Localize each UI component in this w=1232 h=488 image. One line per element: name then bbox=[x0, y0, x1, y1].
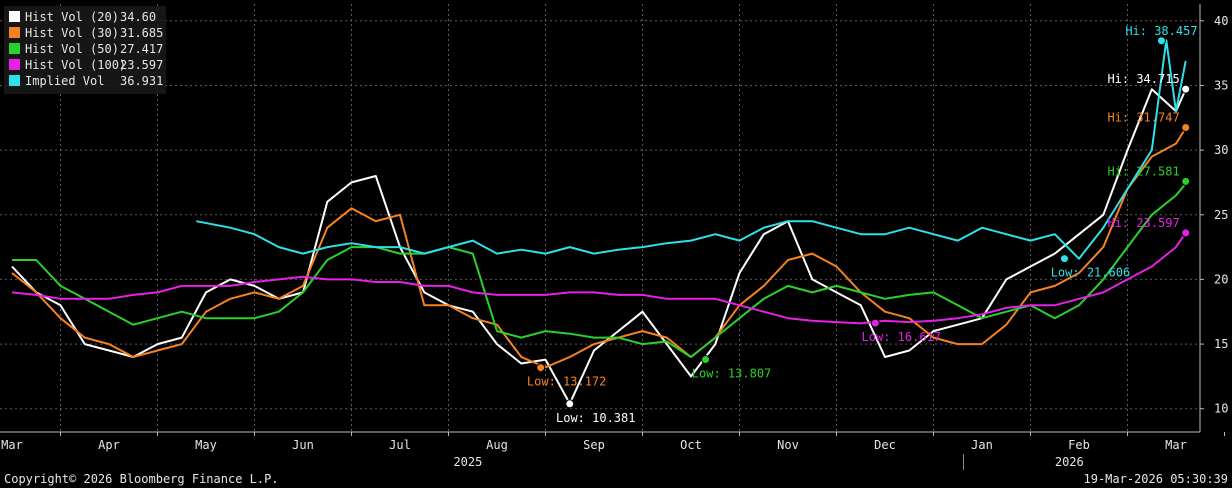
legend-value-3: 23.597 bbox=[120, 58, 163, 72]
x-tick-label: Jul bbox=[389, 438, 411, 452]
y-tick-label: 10 bbox=[1214, 402, 1228, 416]
annotation-label: Hi: 27.581 bbox=[1107, 164, 1179, 178]
x-tick-label: Jan bbox=[971, 438, 993, 452]
series-line-2 bbox=[12, 183, 1187, 358]
legend-name-4: Implied Vol bbox=[25, 74, 104, 88]
annotation-marker bbox=[1059, 254, 1069, 264]
legend-name-3: Hist Vol (100) bbox=[25, 58, 126, 72]
annotation-label: Low: 21.606 bbox=[1051, 266, 1130, 280]
annotation-label: Hi: 23.597 bbox=[1107, 216, 1179, 230]
x-tick-label: May bbox=[195, 438, 217, 452]
legend-swatch-0 bbox=[9, 11, 20, 22]
timestamp-text: 19-Mar-2026 05:30:39 bbox=[1083, 472, 1229, 486]
legend-swatch-2 bbox=[9, 43, 20, 54]
annotation-marker bbox=[1181, 84, 1191, 94]
annotation-label: Low: 13.807 bbox=[692, 366, 771, 380]
legend-swatch-4 bbox=[9, 75, 20, 86]
y-tick-label: 30 bbox=[1214, 143, 1228, 157]
annotation-label: Low: 16.617 bbox=[862, 330, 941, 344]
annotation-marker bbox=[565, 399, 575, 409]
legend-swatch-3 bbox=[9, 59, 20, 70]
legend-value-2: 27.417 bbox=[120, 42, 163, 56]
annotation-label: Low: 13.172 bbox=[527, 375, 606, 389]
y-tick-label: 15 bbox=[1214, 337, 1228, 351]
x-tick-label: Sep bbox=[583, 438, 605, 452]
x-tick-label: Apr bbox=[98, 438, 120, 452]
series-line-3 bbox=[11, 232, 1187, 325]
annotation-label: Hi: 34.715 bbox=[1107, 72, 1179, 86]
year-label: 2025 bbox=[453, 455, 482, 469]
series-line-4 bbox=[196, 39, 1187, 260]
y-tick-label: 35 bbox=[1214, 78, 1228, 92]
annotation-label: Low: 10.381 bbox=[556, 411, 635, 425]
y-tick-label: 40 bbox=[1214, 14, 1228, 28]
legend-swatch-1 bbox=[9, 27, 20, 38]
legend-name-0: Hist Vol (20) bbox=[25, 10, 119, 24]
y-tick-label: 20 bbox=[1214, 272, 1228, 286]
x-tick-label: Oct bbox=[680, 438, 702, 452]
legend-value-4: 36.931 bbox=[120, 74, 163, 88]
annotation-marker bbox=[870, 318, 880, 328]
y-tick-label: 25 bbox=[1214, 208, 1228, 222]
annotation-marker bbox=[1181, 228, 1191, 238]
x-tick-label: Nov bbox=[777, 438, 799, 452]
legend-name-2: Hist Vol (50) bbox=[25, 42, 119, 56]
legend-name-1: Hist Vol (30) bbox=[25, 26, 119, 40]
series-line-1 bbox=[11, 127, 1187, 369]
annotation-marker bbox=[1181, 123, 1191, 133]
x-tick-label: Mar bbox=[1, 438, 23, 452]
legend-box bbox=[4, 6, 166, 94]
annotation-marker bbox=[701, 354, 711, 364]
x-tick-label: Jun bbox=[292, 438, 314, 452]
annotation-label: Hi: 38.457 bbox=[1125, 24, 1197, 38]
annotation-label: Hi: 31.747 bbox=[1107, 111, 1179, 125]
x-tick-label: Feb bbox=[1068, 438, 1090, 452]
x-tick-label: Dec bbox=[874, 438, 896, 452]
legend-value-0: 34.60 bbox=[120, 10, 156, 24]
x-tick-label: Mar bbox=[1165, 438, 1187, 452]
x-tick-label: Aug bbox=[486, 438, 508, 452]
legend-value-1: 31.685 bbox=[120, 26, 163, 40]
chart-background bbox=[0, 0, 1232, 470]
year-label: 2026 bbox=[1055, 455, 1084, 469]
annotation-marker bbox=[1181, 176, 1191, 186]
copyright-text: Copyright© 2026 Bloomberg Finance L.P. bbox=[4, 472, 279, 486]
annotation-marker bbox=[1156, 36, 1166, 46]
annotation-marker bbox=[536, 363, 546, 373]
